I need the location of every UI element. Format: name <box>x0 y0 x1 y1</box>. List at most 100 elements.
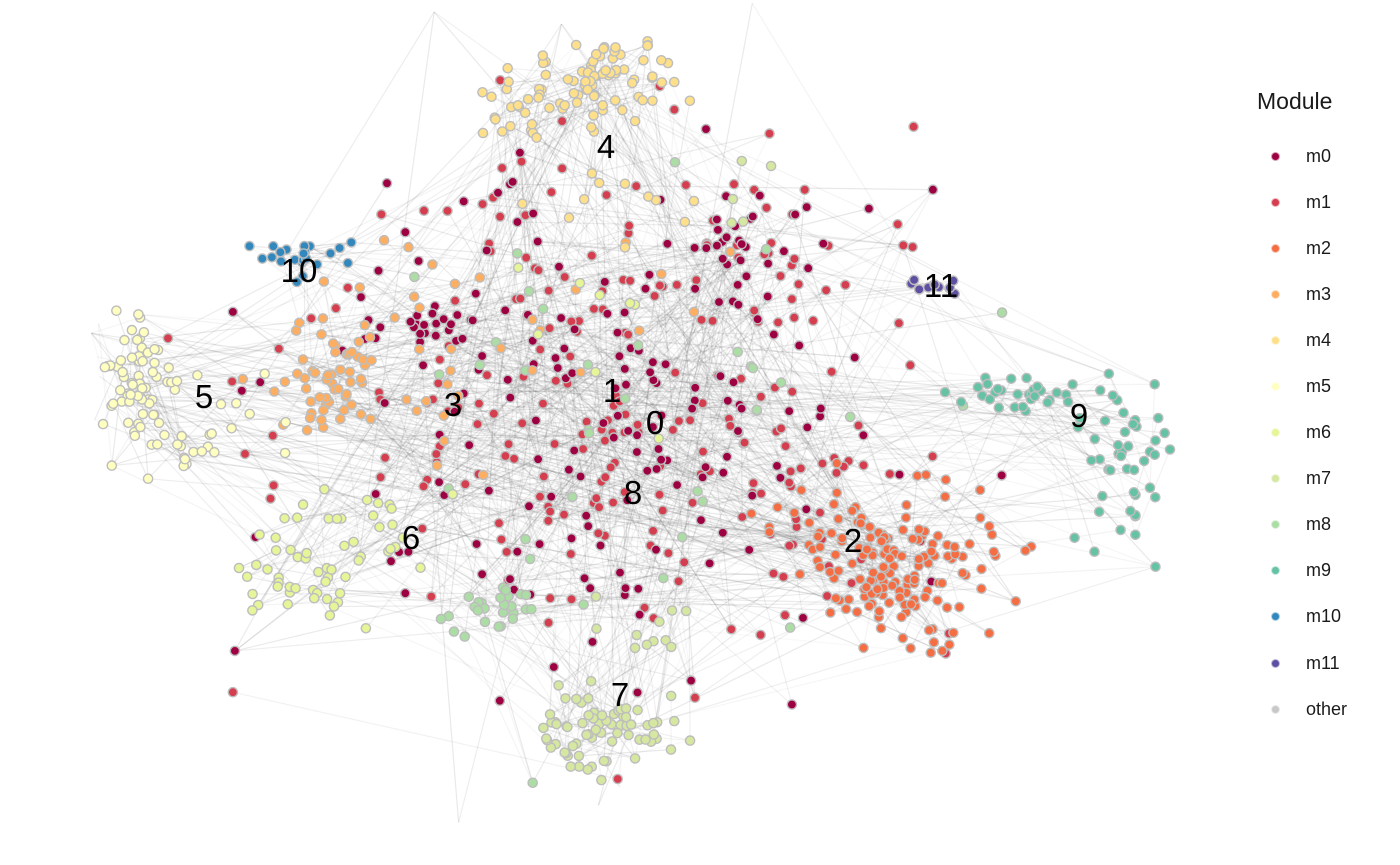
network-node-m7 <box>583 693 594 704</box>
network-node-m6 <box>361 494 373 506</box>
network-node-m6 <box>590 366 601 378</box>
network-node-m3 <box>332 383 344 395</box>
network-node-m9 <box>1072 421 1084 433</box>
network-node-m5 <box>179 453 191 465</box>
network-node-m1 <box>846 577 857 589</box>
network-edge <box>690 409 758 421</box>
network-edge <box>582 448 632 725</box>
network-edge <box>652 229 719 381</box>
network-node-m9 <box>1089 433 1101 445</box>
network-node-m1 <box>496 534 507 545</box>
network-node-m0 <box>815 403 827 414</box>
network-node-m6 <box>339 540 350 552</box>
network-edge <box>627 430 753 497</box>
network-edge <box>792 245 904 545</box>
network-node-m1 <box>588 303 600 315</box>
network-edge <box>578 185 637 322</box>
network-node-m9 <box>982 378 993 390</box>
network-node-m0 <box>414 328 426 340</box>
network-node-m2 <box>948 627 959 639</box>
network-node-m1 <box>807 315 819 327</box>
network-edge <box>111 371 596 407</box>
network-edge <box>586 421 744 445</box>
network-node-m9 <box>1153 412 1164 424</box>
network-edge <box>673 109 847 610</box>
network-edge <box>482 203 904 246</box>
legend-label-m4: m4 <box>1306 329 1332 350</box>
network-edge <box>328 518 589 735</box>
network-edge <box>521 593 858 613</box>
network-node-m1 <box>673 415 685 427</box>
network-edge <box>945 479 1026 552</box>
network-node-m6 <box>328 601 340 612</box>
network-node-m2 <box>941 602 953 613</box>
network-edge <box>394 99 529 548</box>
network-edge <box>806 189 934 428</box>
network-node-m3 <box>354 282 366 293</box>
network-edge <box>450 323 693 410</box>
network-edge <box>305 558 328 600</box>
network-node-m0 <box>621 494 633 506</box>
network-node-m2 <box>923 624 935 636</box>
network-node-m9 <box>1095 385 1106 396</box>
network-node-m5 <box>196 446 208 457</box>
network-node-m0 <box>650 544 662 556</box>
network-edge <box>507 379 835 579</box>
network-edge <box>139 317 874 582</box>
legend-label-m3: m3 <box>1306 283 1332 304</box>
network-node-m9 <box>1138 455 1150 467</box>
network-node-m6 <box>353 555 365 566</box>
network-node-m2 <box>954 601 965 613</box>
network-edge <box>527 314 758 320</box>
network-node-m0 <box>732 279 744 291</box>
network-edge <box>278 489 325 578</box>
network-edge <box>700 519 890 604</box>
network-node-m2 <box>814 561 826 573</box>
network-node-m5 <box>259 368 271 380</box>
network-edge <box>622 610 687 717</box>
network-node-m1 <box>785 466 796 477</box>
network-edge <box>246 537 277 578</box>
legend-swatch-m11 <box>1271 658 1280 668</box>
network-edge <box>591 76 654 174</box>
network-edge <box>949 287 1039 388</box>
network-node-m8 <box>632 339 644 351</box>
network-edge <box>506 94 541 552</box>
network-node-m0 <box>631 446 643 458</box>
network-node-m0 <box>587 636 598 648</box>
network-edge <box>791 214 916 580</box>
network-node-m4 <box>619 242 631 253</box>
network-edge <box>384 284 661 404</box>
network-node-m7 <box>727 193 739 205</box>
network-edge <box>901 546 1032 618</box>
network-edge <box>138 313 244 380</box>
network-edge <box>522 422 711 472</box>
network-edge <box>630 347 895 551</box>
network-node-m0 <box>711 214 723 225</box>
network-node-m1 <box>162 332 174 344</box>
network-node-m7 <box>551 718 562 730</box>
network-edge <box>590 65 686 223</box>
network-node-m3 <box>431 460 443 471</box>
network-edge <box>760 322 900 494</box>
network-node-m0 <box>399 587 411 599</box>
network-edge <box>494 119 570 219</box>
network-edge <box>532 340 781 479</box>
network-edge <box>447 312 755 412</box>
network-node-m7 <box>582 764 594 775</box>
network-edge <box>321 419 836 556</box>
network-node-m2 <box>913 553 925 565</box>
network-node-m0 <box>633 583 644 595</box>
network-edge <box>505 455 761 636</box>
legend-swatch-m1 <box>1271 197 1280 207</box>
network-edge <box>660 273 1032 548</box>
network-node-m6 <box>291 512 303 524</box>
network-edge <box>139 395 593 768</box>
network-edge <box>575 291 603 700</box>
network-node-m0 <box>550 352 561 364</box>
network-node-m0 <box>695 514 707 526</box>
network-edge <box>479 277 582 373</box>
network-node-m0 <box>858 429 869 441</box>
network-node-m2 <box>812 531 824 542</box>
network-node-m2 <box>974 484 986 496</box>
